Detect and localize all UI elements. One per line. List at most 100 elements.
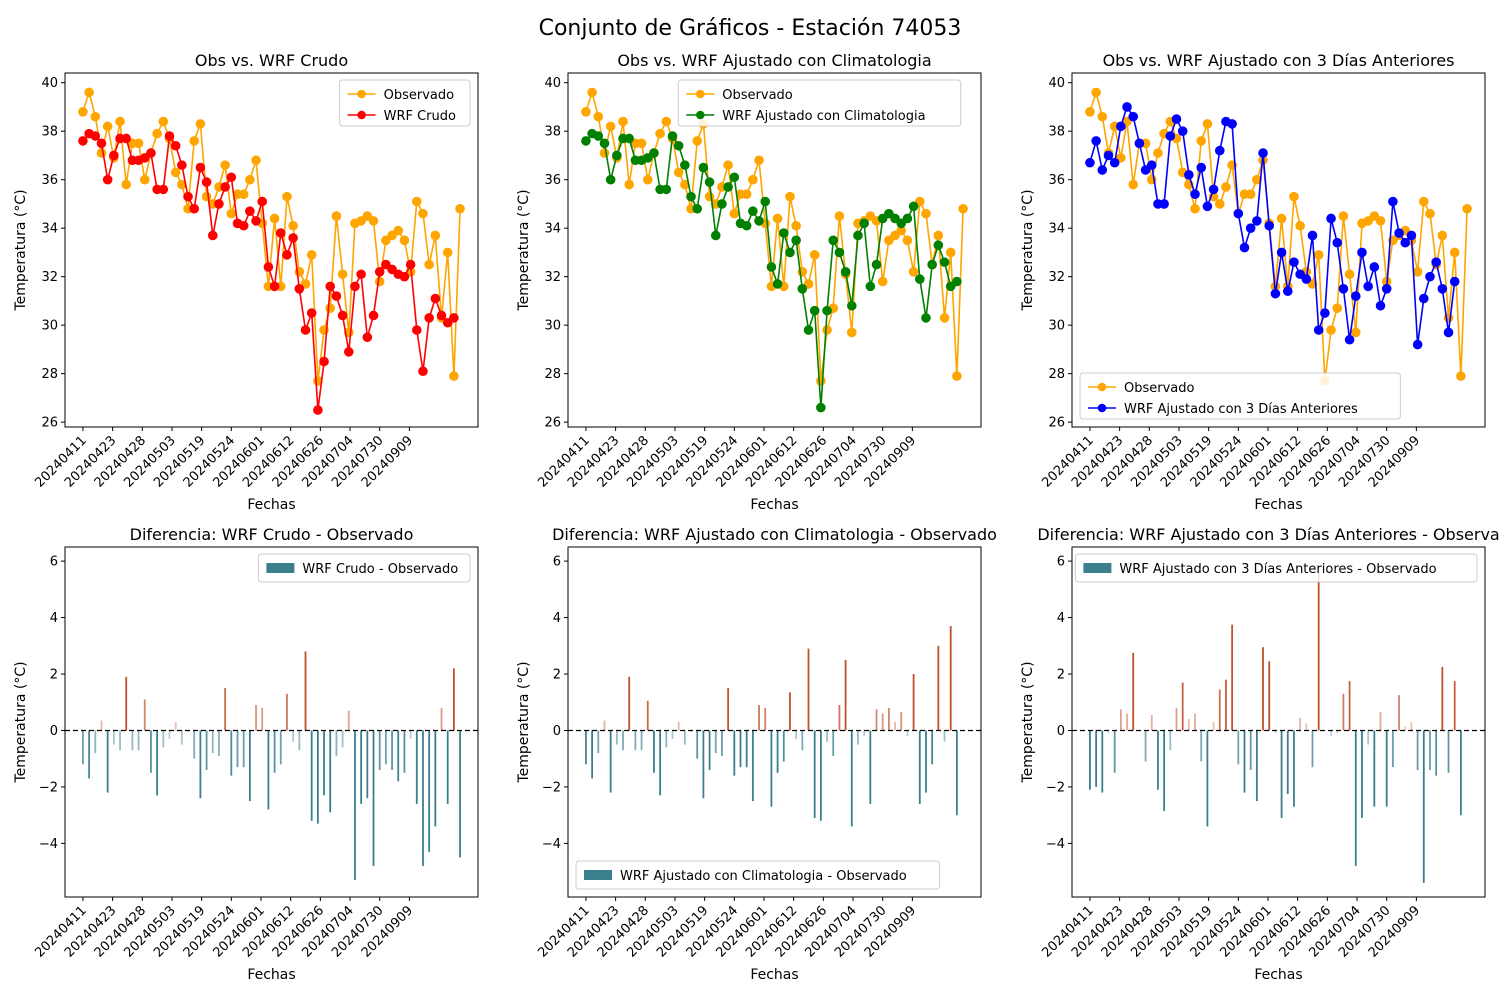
bar xyxy=(1435,730,1438,776)
legend-marker xyxy=(696,110,705,120)
bar xyxy=(354,730,356,881)
bar xyxy=(949,626,952,731)
y-axis-label: Temperatura (°C) xyxy=(13,661,29,783)
data-point xyxy=(809,305,820,316)
data-point xyxy=(201,191,212,202)
bar xyxy=(721,730,723,756)
bar xyxy=(1237,730,1240,765)
subplot-title: Obs vs. WRF Crudo xyxy=(195,51,348,70)
data-point xyxy=(952,371,962,381)
data-point xyxy=(207,230,218,241)
legend-label: Observado xyxy=(384,88,455,103)
data-point xyxy=(1252,216,1262,226)
data-point xyxy=(772,213,783,224)
y-tick-label: −2 xyxy=(39,780,58,795)
bar xyxy=(1231,624,1234,731)
y-tick-label: 30 xyxy=(41,319,58,334)
data-point xyxy=(201,177,212,187)
data-point xyxy=(1369,262,1380,272)
data-point xyxy=(1190,203,1200,214)
bar xyxy=(609,730,612,793)
data-point xyxy=(1289,257,1299,267)
y-tick-label: 2 xyxy=(50,668,58,683)
bar xyxy=(869,730,872,804)
y-tick-label: −4 xyxy=(1046,837,1065,852)
data-point xyxy=(680,160,690,170)
data-point xyxy=(914,274,925,284)
data-point xyxy=(921,208,931,219)
data-point xyxy=(1326,213,1336,224)
data-point xyxy=(393,225,404,236)
data-point xyxy=(1357,247,1367,258)
data-point xyxy=(1369,211,1380,221)
legend-label: WRF Ajustado con 3 Días Anteriores - Obs… xyxy=(1119,562,1436,577)
bar xyxy=(1453,681,1456,731)
data-point xyxy=(1190,189,1200,200)
bar xyxy=(422,730,424,866)
data-point xyxy=(1289,191,1299,202)
bar xyxy=(1447,730,1450,773)
data-point xyxy=(220,182,230,192)
data-point xyxy=(902,235,913,246)
data-point xyxy=(374,267,385,277)
y-tick-label: 40 xyxy=(544,76,561,91)
data-point xyxy=(189,136,200,146)
bar xyxy=(653,730,655,773)
data-point xyxy=(933,230,944,241)
y-tick-label: 6 xyxy=(50,555,58,570)
data-point xyxy=(257,196,268,207)
bar xyxy=(702,730,705,799)
data-point xyxy=(374,276,385,287)
x-axis-label: Fechas xyxy=(1254,967,1302,983)
data-point xyxy=(350,281,360,292)
bar xyxy=(1268,661,1271,731)
bar xyxy=(434,730,437,827)
bar xyxy=(230,730,233,776)
figure-title: Conjunto de Gráficos - Estación 74053 xyxy=(538,16,962,41)
bar xyxy=(1101,730,1104,793)
data-point xyxy=(624,133,635,144)
bar xyxy=(1144,730,1147,762)
data-point xyxy=(1184,170,1194,180)
data-point xyxy=(599,138,610,149)
bar xyxy=(801,730,804,751)
data-point xyxy=(896,218,907,229)
bar xyxy=(267,730,270,810)
data-point xyxy=(1116,121,1126,132)
bar xyxy=(671,730,674,739)
data-point xyxy=(1437,283,1448,294)
data-point xyxy=(933,240,944,250)
bar xyxy=(912,674,915,731)
bar xyxy=(826,730,828,742)
y-tick-label: 30 xyxy=(544,319,561,334)
data-point xyxy=(269,213,280,224)
data-point xyxy=(1425,271,1435,282)
subplot-2: Obs vs. WRF Ajustado con Climatologia 26 2… xyxy=(516,51,982,513)
data-point xyxy=(673,140,684,151)
bar xyxy=(391,730,393,770)
y-tick-label: 26 xyxy=(544,416,561,431)
legend-swatch xyxy=(266,563,295,573)
y-tick-label: 32 xyxy=(1048,270,1065,285)
data-point xyxy=(436,310,447,321)
legend: Observado WRF Crudo xyxy=(339,79,471,127)
x-axis-label: Fechas xyxy=(750,497,798,513)
bar xyxy=(1126,713,1128,731)
data-point xyxy=(1122,102,1132,112)
bar xyxy=(304,651,307,731)
y-tick-label: 4 xyxy=(1057,611,1065,626)
data-point xyxy=(1221,182,1231,192)
bar xyxy=(955,730,958,816)
data-point xyxy=(939,313,950,323)
data-point xyxy=(822,325,832,335)
bar xyxy=(782,730,785,762)
bar xyxy=(739,730,742,768)
data-point xyxy=(1128,179,1139,190)
y-tick-label: 6 xyxy=(553,555,561,570)
legend-box xyxy=(575,860,941,890)
y-tick-label: 30 xyxy=(1048,319,1065,334)
data-point xyxy=(109,150,119,161)
bar xyxy=(857,730,859,745)
data-point xyxy=(189,203,200,214)
